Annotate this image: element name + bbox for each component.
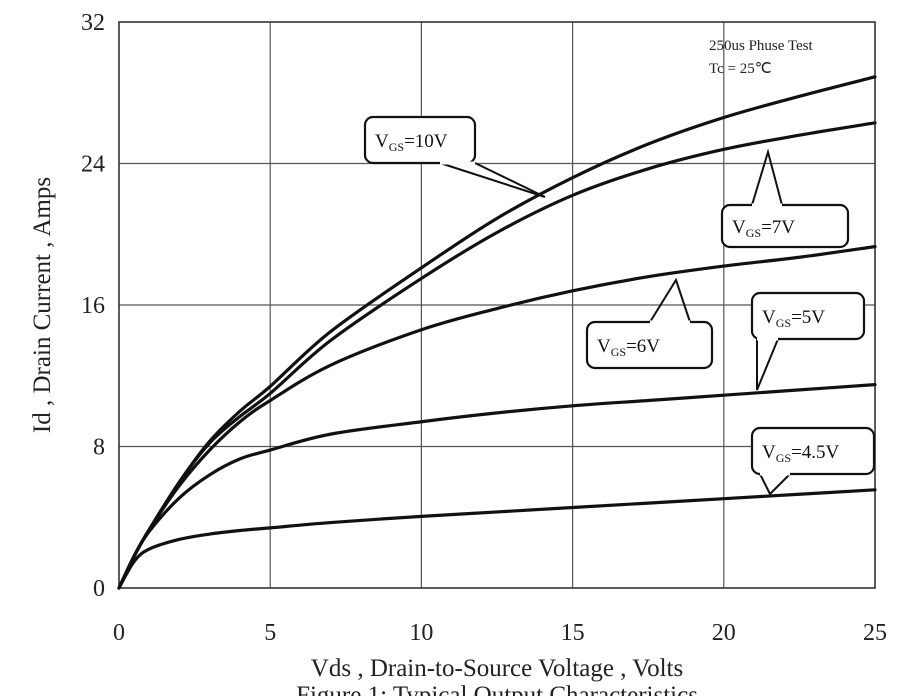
callout-box xyxy=(585,320,714,370)
callout-pointer xyxy=(751,148,783,206)
callout-box xyxy=(363,115,477,165)
callout-pointer xyxy=(439,162,546,198)
callout-pointer xyxy=(759,473,791,496)
x-tick-label: 0 xyxy=(113,620,125,646)
callout-vgs-10v: VGS=10V xyxy=(363,115,546,198)
callout-box xyxy=(720,203,850,249)
x-tick-label: 15 xyxy=(561,620,585,646)
test-conditions-note: 250us Phuse Test Tc = 25℃ xyxy=(709,38,814,77)
curve-vgs-4_5v xyxy=(117,488,877,590)
callout-pointer xyxy=(756,338,779,391)
x-axis-title: Vds , Drain-to-Source Voltage , Volts xyxy=(311,655,683,682)
callouts: VGS=10V VGS=7V VGS=6V VGS=5V VGS=4.5V xyxy=(363,115,876,496)
x-tick-label: 20 xyxy=(712,620,736,646)
x-tick-label: 10 xyxy=(409,620,433,646)
callout-label: VGS=6V xyxy=(597,336,660,359)
test-note-line-2: Tc = 25℃ xyxy=(709,61,772,77)
x-tick-label: 5 xyxy=(264,620,276,646)
callout-label: VGS=4.5V xyxy=(762,442,840,465)
curves xyxy=(117,75,877,590)
tick-labels: 0 5 10 15 20 25 0 8 16 24 32 xyxy=(81,10,887,646)
y-tick-label: 0 xyxy=(93,576,105,602)
test-note-line-1: 250us Phuse Test xyxy=(709,38,814,54)
x-tick-label: 25 xyxy=(863,620,887,646)
curve-vgs-7v xyxy=(117,121,877,590)
callout-vgs-6v: VGS=6V xyxy=(585,277,714,370)
callout-vgs-4-5v: VGS=4.5V xyxy=(750,426,876,496)
y-tick-label: 32 xyxy=(81,10,105,36)
plot-frame xyxy=(118,21,876,589)
curve-vgs-5v xyxy=(117,382,877,590)
callout-vgs-7v: VGS=7V xyxy=(720,148,850,249)
callout-vgs-5v: VGS=5V xyxy=(750,291,866,391)
y-axis-title: Id , Drain Current , Amps xyxy=(29,177,56,433)
y-tick-label: 8 xyxy=(93,435,105,461)
callout-label: VGS=5V xyxy=(762,307,825,330)
figure-caption: Figure 1: Typical Output Characteristics xyxy=(296,682,698,696)
callout-box xyxy=(750,426,876,476)
y-tick-label: 24 xyxy=(81,152,105,178)
curve-vgs-6v xyxy=(117,245,877,590)
y-tick-label: 16 xyxy=(81,293,105,319)
callout-pointer xyxy=(649,277,691,323)
callout-label: VGS=10V xyxy=(375,131,448,154)
callout-label: VGS=7V xyxy=(732,217,795,240)
callout-box xyxy=(750,291,866,341)
